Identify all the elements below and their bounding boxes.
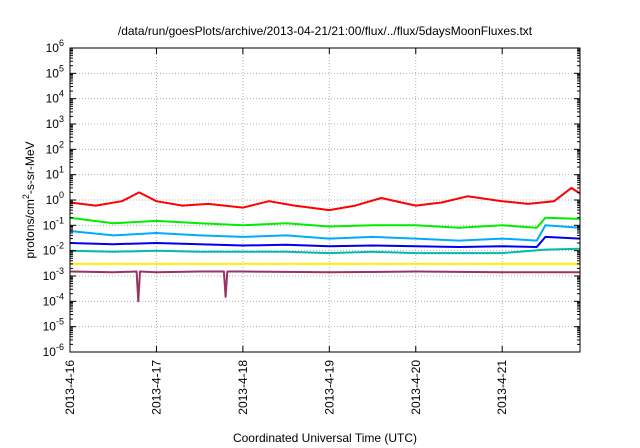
x-tick-label: 2013-4-18 <box>236 360 250 415</box>
x-axis-label: Coordinated Universal Time (UTC) <box>233 431 417 445</box>
y-tick-label: 10-5 <box>43 317 64 334</box>
x-tick-label: 2013-4-16 <box>63 360 77 415</box>
series-line-7 <box>69 270 580 303</box>
y-tick-label: 104 <box>46 89 64 106</box>
series-line-2 <box>69 216 581 229</box>
x-tick-label: 2013-4-20 <box>409 360 423 415</box>
y-tick-label: 101 <box>46 165 64 182</box>
x-tick-label: 2013-4-21 <box>495 360 509 415</box>
y-tick-label: 100 <box>46 190 64 207</box>
y-tick-label: 10-6 <box>43 342 64 359</box>
series-line-4 <box>69 235 581 248</box>
x-tick-label: 2013-4-17 <box>149 360 163 415</box>
data-series <box>69 186 581 303</box>
x-axis: 2013-4-16 2013-4-17 2013-4-18 2013-4-19 2013… <box>63 48 509 415</box>
y-tick-label: 106 <box>46 38 64 55</box>
y-tick-label: 102 <box>46 139 64 156</box>
y-tick-label: 10-2 <box>43 241 64 258</box>
y-axis-label: protons/cm2-s-sr-MeV <box>21 141 37 258</box>
y-axis: 106 105 104 103 102 101 100 10-1 10-2 10-3 10-4 10-… <box>43 38 580 359</box>
chart-title: /data/run/goesPlots/archive/2013-04-21/2… <box>118 24 533 38</box>
y-tick-label: 10-1 <box>43 215 64 232</box>
series-line-1 <box>69 186 581 212</box>
series-line-5 <box>69 247 581 255</box>
y-tick-label: 10-4 <box>43 291 64 308</box>
series-line-3 <box>69 224 581 242</box>
y-tick-label: 103 <box>46 114 64 131</box>
y-tick-label: 105 <box>46 63 64 80</box>
y-tick-label: 10-3 <box>43 266 64 283</box>
x-tick-label: 2013-4-19 <box>322 360 336 415</box>
